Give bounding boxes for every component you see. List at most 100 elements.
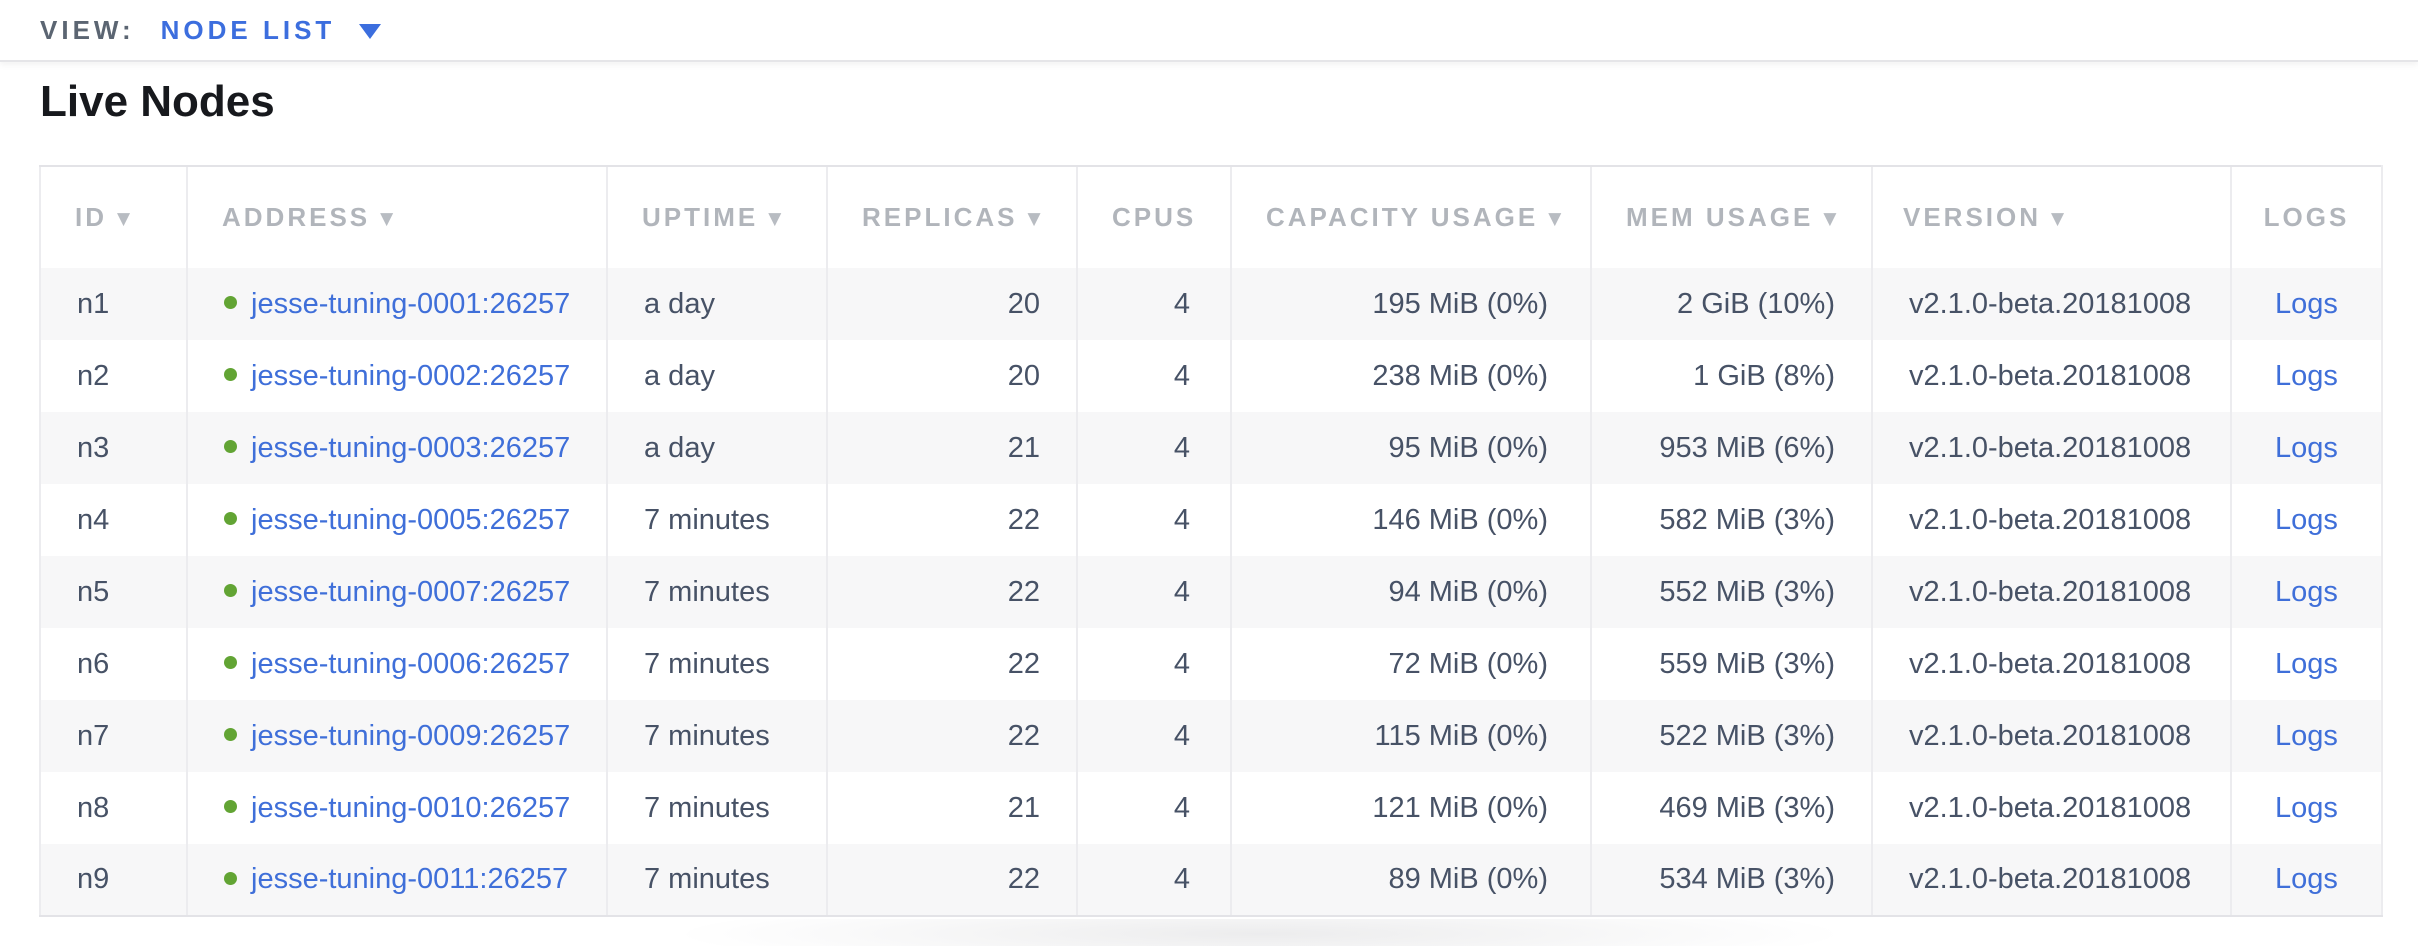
cell-address: jesse-tuning-0009:26257 (186, 700, 607, 772)
column-header-logs: LOGS▼ (2230, 165, 2383, 268)
cell-uptime: 7 minutes (606, 700, 827, 772)
cell-capacity: 121 MiB (0%) (1230, 772, 1591, 844)
view-dropdown-value: NODE LIST (160, 14, 336, 45)
live-nodes-table: ID▼ ADDRESS▼ UPTIME▼ REPLICAS▼ CPUS▼ CAP… (39, 165, 2383, 917)
cell-mem: 552 MiB (3%) (1590, 556, 1872, 628)
chevron-down-icon (359, 24, 382, 39)
cell-id: n7 (39, 700, 187, 772)
cell-mem: 1 GiB (8%) (1590, 340, 1872, 412)
column-header-label: ID (75, 202, 107, 232)
address-link[interactable]: jesse-tuning-0009:26257 (251, 719, 571, 752)
sort-desc-icon: ▼ (117, 209, 134, 229)
cell-uptime: 7 minutes (606, 556, 827, 628)
node-live-status-dot (224, 871, 237, 885)
cell-uptime: a day (606, 340, 827, 412)
logs-link[interactable]: Logs (2275, 575, 2338, 608)
cell-logs: Logs (2230, 268, 2383, 340)
cell-mem: 953 MiB (6%) (1590, 412, 1872, 484)
cell-capacity: 115 MiB (0%) (1230, 700, 1591, 772)
cell-version: v2.1.0-beta.20181008 (1871, 844, 2231, 917)
cell-cpus: 4 (1076, 268, 1231, 340)
cell-logs: Logs (2230, 844, 2383, 917)
cell-uptime: a day (606, 412, 827, 484)
cell-capacity: 89 MiB (0%) (1230, 844, 1591, 917)
address-link[interactable]: jesse-tuning-0001:26257 (251, 287, 571, 320)
table-row: n1 jesse-tuning-0001:26257 a day 20 4 195 MiB… (39, 268, 2383, 340)
address-link[interactable]: jesse-tuning-0002:26257 (251, 359, 571, 392)
column-header-label: VERSION (1903, 202, 2042, 232)
cell-address: jesse-tuning-0010:26257 (186, 772, 607, 844)
column-header-capacity-usage[interactable]: CAPACITY USAGE ▼ (1230, 165, 1591, 268)
logs-link[interactable]: Logs (2275, 359, 2338, 392)
cell-replicas: 22 (826, 700, 1077, 772)
column-header-replicas[interactable]: REPLICAS ▼ (826, 165, 1077, 268)
logs-link[interactable]: Logs (2275, 647, 2338, 680)
sort-desc-icon: ▼ (768, 209, 785, 229)
cell-logs: Logs (2230, 556, 2383, 628)
cell-version: v2.1.0-beta.20181008 (1871, 484, 2231, 556)
node-live-status-dot (224, 584, 237, 598)
sort-desc-icon: ▼ (1548, 209, 1565, 229)
cell-replicas: 21 (826, 772, 1077, 844)
column-header-label: LOGS (2263, 202, 2350, 232)
cell-uptime: 7 minutes (606, 484, 827, 556)
cell-id: n8 (39, 772, 187, 844)
logs-link[interactable]: Logs (2275, 503, 2338, 536)
column-header-label: CPUS (1112, 202, 1197, 232)
column-header-version[interactable]: VERSION ▼ (1871, 165, 2231, 268)
cell-version: v2.1.0-beta.20181008 (1871, 268, 2231, 340)
node-live-status-dot (224, 728, 237, 742)
address-link[interactable]: jesse-tuning-0005:26257 (251, 503, 571, 536)
address-link[interactable]: jesse-tuning-0010:26257 (251, 791, 571, 824)
page-title: Live Nodes (40, 77, 275, 126)
cell-id: n1 (39, 268, 187, 340)
view-selector-bar: VIEW: NODE LIST (0, 0, 2418, 62)
logs-link[interactable]: Logs (2275, 431, 2338, 464)
cell-address: jesse-tuning-0006:26257 (186, 628, 607, 700)
cell-logs: Logs (2230, 412, 2383, 484)
address-link[interactable]: jesse-tuning-0003:26257 (251, 431, 571, 464)
cell-logs: Logs (2230, 700, 2383, 772)
column-header-label: UPTIME (642, 202, 759, 232)
logs-link[interactable]: Logs (2275, 719, 2338, 752)
address-link[interactable]: jesse-tuning-0006:26257 (251, 647, 571, 680)
view-dropdown[interactable]: NODE LIST (161, 15, 382, 46)
cell-version: v2.1.0-beta.20181008 (1871, 412, 2231, 484)
table-row: n2 jesse-tuning-0002:26257 a day 20 4 238 MiB… (39, 340, 2383, 412)
node-live-status-dot (224, 656, 237, 670)
logs-link[interactable]: Logs (2275, 287, 2338, 320)
cell-cpus: 4 (1076, 412, 1231, 484)
cell-mem: 559 MiB (3%) (1590, 628, 1872, 700)
table-body: n1 jesse-tuning-0001:26257 a day 20 4 195 MiB… (39, 268, 2383, 917)
column-header-address[interactable]: ADDRESS ▼ (186, 165, 607, 268)
column-header-cpus: CPUS▼ (1076, 165, 1231, 268)
cell-id: n9 (39, 844, 187, 917)
cell-version: v2.1.0-beta.20181008 (1871, 340, 2231, 412)
cell-cpus: 4 (1076, 484, 1231, 556)
logs-link[interactable]: Logs (2275, 791, 2338, 824)
cell-capacity: 146 MiB (0%) (1230, 484, 1591, 556)
cell-mem: 2 GiB (10%) (1590, 268, 1872, 340)
address-link[interactable]: jesse-tuning-0011:26257 (251, 863, 569, 895)
cell-uptime: a day (606, 268, 827, 340)
logs-link[interactable]: Logs (2275, 863, 2338, 895)
column-header-uptime[interactable]: UPTIME ▼ (606, 165, 827, 268)
cell-mem: 582 MiB (3%) (1590, 484, 1872, 556)
cell-capacity: 94 MiB (0%) (1230, 556, 1591, 628)
table-row: n4 jesse-tuning-0005:26257 7 minutes 22 4 146… (39, 484, 2383, 556)
cell-capacity: 195 MiB (0%) (1230, 268, 1591, 340)
address-link[interactable]: jesse-tuning-0007:26257 (251, 575, 571, 608)
cell-version: v2.1.0-beta.20181008 (1871, 700, 2231, 772)
table-row: n3 jesse-tuning-0003:26257 a day 21 4 95 MiB … (39, 412, 2383, 484)
node-live-status-dot (224, 296, 237, 310)
column-header-mem-usage[interactable]: MEM USAGE ▼ (1590, 165, 1872, 268)
cell-address: jesse-tuning-0005:26257 (186, 484, 607, 556)
cell-capacity: 95 MiB (0%) (1230, 412, 1591, 484)
cell-cpus: 4 (1076, 772, 1231, 844)
table-row: n9 jesse-tuning-0011:26257 7 minutes 22 4 89 … (39, 844, 2383, 917)
cell-capacity: 72 MiB (0%) (1230, 628, 1591, 700)
sort-desc-icon: ▼ (380, 209, 397, 229)
cell-mem: 522 MiB (3%) (1590, 700, 1872, 772)
column-header-id[interactable]: ID ▼ (39, 165, 187, 268)
cell-logs: Logs (2230, 772, 2383, 844)
